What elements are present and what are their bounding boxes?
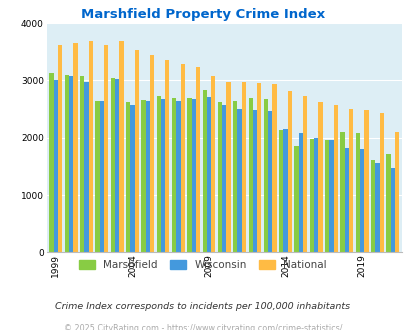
- Bar: [318, 102, 322, 252]
- Bar: [370, 160, 374, 252]
- Bar: [115, 79, 119, 252]
- Bar: [252, 110, 256, 252]
- Bar: [256, 83, 261, 252]
- Bar: [263, 99, 267, 252]
- Bar: [149, 55, 154, 252]
- Bar: [207, 97, 211, 252]
- Bar: [359, 149, 363, 252]
- Bar: [287, 91, 291, 252]
- Bar: [390, 168, 394, 252]
- Bar: [379, 113, 383, 252]
- Bar: [187, 98, 191, 252]
- Bar: [313, 138, 318, 252]
- Bar: [217, 102, 222, 252]
- Bar: [172, 98, 176, 252]
- Bar: [65, 75, 69, 252]
- Bar: [386, 154, 390, 252]
- Bar: [141, 100, 145, 252]
- Bar: [394, 132, 398, 252]
- Bar: [160, 99, 165, 252]
- Bar: [80, 76, 84, 252]
- Bar: [202, 90, 207, 252]
- Bar: [191, 99, 195, 252]
- Bar: [328, 140, 333, 252]
- Bar: [298, 133, 302, 252]
- Bar: [237, 109, 241, 252]
- Text: Marshfield Property Crime Index: Marshfield Property Crime Index: [81, 8, 324, 21]
- Bar: [344, 148, 348, 252]
- Bar: [355, 133, 359, 252]
- Bar: [53, 81, 58, 252]
- Bar: [279, 130, 283, 252]
- Bar: [165, 60, 169, 252]
- Bar: [232, 101, 237, 252]
- Bar: [111, 78, 115, 252]
- Bar: [226, 82, 230, 252]
- Text: Crime Index corresponds to incidents per 100,000 inhabitants: Crime Index corresponds to incidents per…: [55, 302, 350, 311]
- Bar: [180, 64, 184, 252]
- Bar: [302, 96, 307, 252]
- Bar: [283, 129, 287, 252]
- Bar: [363, 110, 368, 252]
- Bar: [222, 105, 226, 252]
- Bar: [333, 105, 337, 252]
- Bar: [99, 101, 104, 252]
- Bar: [73, 43, 77, 252]
- Bar: [309, 140, 313, 252]
- Bar: [145, 101, 149, 252]
- Bar: [84, 82, 88, 252]
- Bar: [374, 163, 379, 252]
- Bar: [195, 67, 200, 252]
- Bar: [348, 109, 352, 252]
- Bar: [58, 45, 62, 252]
- Bar: [126, 102, 130, 252]
- Bar: [176, 101, 180, 252]
- Bar: [211, 76, 215, 252]
- Bar: [130, 105, 134, 252]
- Bar: [267, 112, 272, 252]
- Text: © 2025 CityRating.com - https://www.cityrating.com/crime-statistics/: © 2025 CityRating.com - https://www.city…: [64, 324, 341, 330]
- Bar: [134, 50, 139, 252]
- Bar: [324, 140, 328, 252]
- Legend: Marshfield, Wisconsin, National: Marshfield, Wisconsin, National: [79, 260, 326, 270]
- Bar: [248, 98, 252, 252]
- Bar: [49, 73, 53, 252]
- Bar: [119, 42, 123, 252]
- Bar: [95, 101, 99, 252]
- Bar: [104, 45, 108, 252]
- Bar: [69, 76, 73, 252]
- Bar: [272, 84, 276, 252]
- Bar: [88, 41, 93, 252]
- Bar: [156, 96, 160, 252]
- Bar: [294, 147, 298, 252]
- Bar: [241, 82, 245, 252]
- Bar: [339, 132, 344, 252]
